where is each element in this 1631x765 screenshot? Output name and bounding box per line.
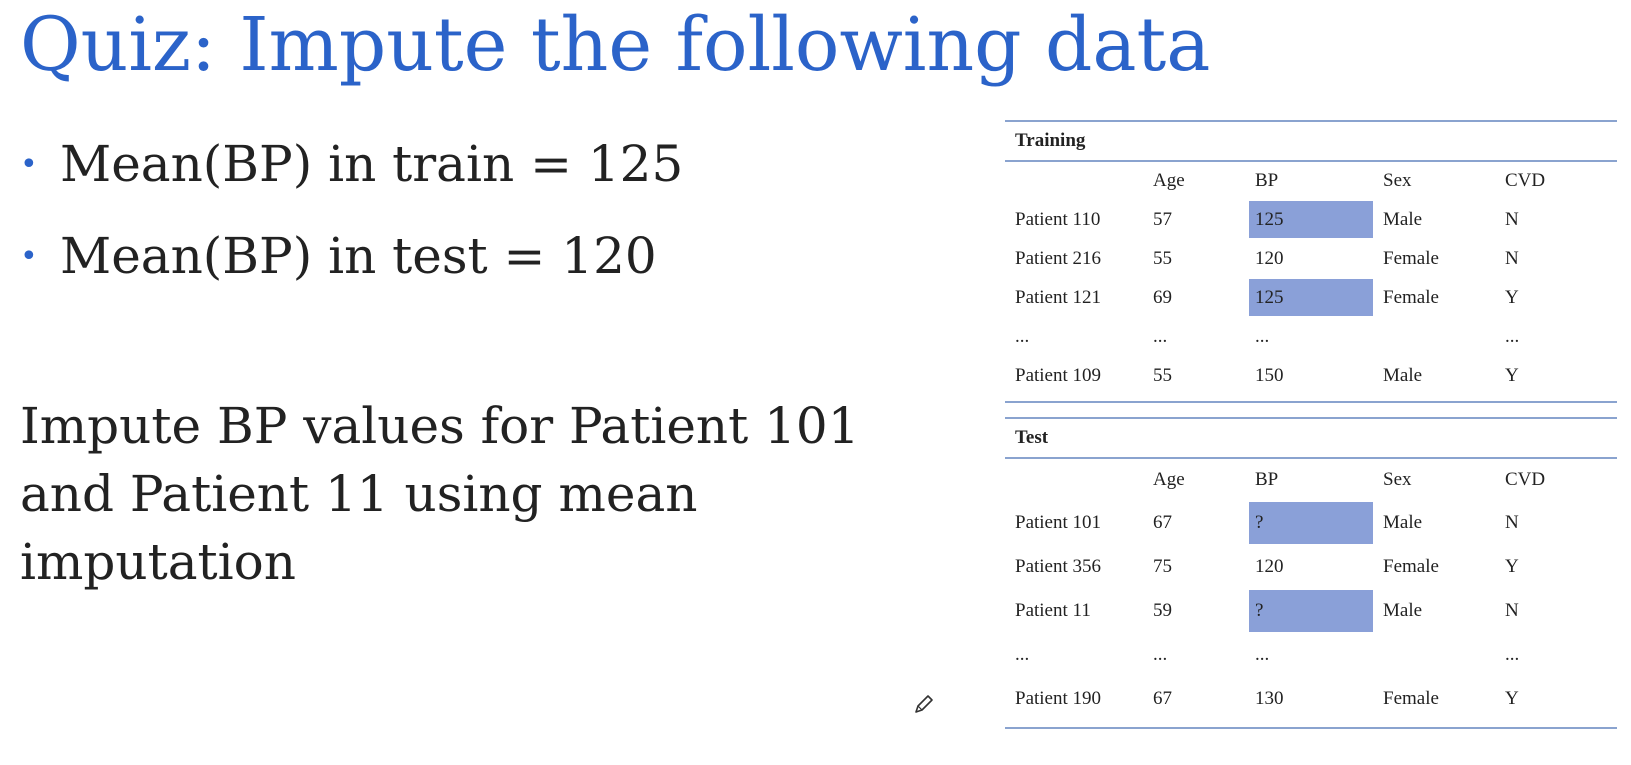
table-cell: Y xyxy=(1505,287,1519,308)
bp-cell: 130 xyxy=(1255,688,1284,709)
table-cell: Y xyxy=(1505,556,1519,577)
bullet-dot-icon: • xyxy=(20,146,38,182)
table-cell: 57 xyxy=(1153,209,1172,230)
table-cell: ... xyxy=(1153,326,1168,347)
training-table: Age BP Sex CVD Patient 110 57 125 Male N Patient … xyxy=(1005,162,1617,395)
column-header: CVD xyxy=(1505,170,1546,191)
column-header: CVD xyxy=(1505,469,1546,490)
table-cell: Patient 101 xyxy=(1015,512,1102,533)
column-header: BP xyxy=(1255,170,1279,191)
bp-cell: 150 xyxy=(1255,365,1284,386)
table-header-row: Age BP Sex CVD xyxy=(1005,162,1617,200)
table-rule xyxy=(1005,727,1617,729)
question-text: Impute BP values for Patient 101 and Pat… xyxy=(20,397,860,591)
table-rule xyxy=(1005,160,1617,162)
bullet-list: • Mean(BP) in train = 125 • Mean(BP) in … xyxy=(20,118,683,302)
bp-cell: 120 xyxy=(1255,556,1284,577)
test-table: Age BP Sex CVD Patient 101 67? Male N Patient 35… xyxy=(1005,459,1617,721)
table-row: Patient 101 67? Male N xyxy=(1005,501,1617,545)
table-cell: 55 xyxy=(1153,248,1172,269)
bullet-dot-icon: • xyxy=(20,238,38,274)
column-header: Sex xyxy=(1383,469,1412,490)
table-cell: Patient 190 xyxy=(1015,688,1102,709)
bp-cell: 125 xyxy=(1249,279,1373,316)
table-cell: Y xyxy=(1505,365,1519,386)
slide-title: Quiz: Impute the following data xyxy=(20,2,1211,88)
table-row: Patient 109 55 150 Male Y xyxy=(1005,356,1617,395)
column-header: Age xyxy=(1153,469,1185,490)
table-cell: Female xyxy=(1383,556,1439,577)
table-cell: 67 xyxy=(1153,512,1172,533)
table-cell: 75 xyxy=(1153,556,1172,577)
table-cell: N xyxy=(1505,600,1519,621)
table-cell: N xyxy=(1505,209,1519,230)
table-cell: 59 xyxy=(1153,600,1172,621)
table-cell: Patient 11 xyxy=(1015,600,1091,621)
column-header: Sex xyxy=(1383,170,1412,191)
table-cell: ... xyxy=(1505,644,1520,665)
table-cell: 69 xyxy=(1153,287,1172,308)
table-cell: Female xyxy=(1383,688,1439,709)
bp-cell: ... xyxy=(1255,644,1270,665)
training-table-heading: Training xyxy=(1015,130,1086,151)
table-cell: Male xyxy=(1383,365,1423,386)
table-row: ............ xyxy=(1005,317,1617,356)
table-row: Patient 110 57 125 Male N xyxy=(1005,200,1617,239)
table-cell: Patient 109 xyxy=(1015,365,1102,386)
table-row: ............ xyxy=(1005,633,1617,677)
table-cell: ... xyxy=(1505,326,1520,347)
table-rule xyxy=(1005,120,1617,122)
table-cell: Patient 110 xyxy=(1015,209,1101,230)
table-row: Patient 11 59? Male N xyxy=(1005,589,1617,633)
bullet-text: Mean(BP) in train = 125 xyxy=(60,135,684,193)
table-cell: N xyxy=(1505,512,1519,533)
table-cell: 55 xyxy=(1153,365,1172,386)
table-cell: Patient 121 xyxy=(1015,287,1102,308)
table-cell: Patient 216 xyxy=(1015,248,1102,269)
bp-cell: ? xyxy=(1249,502,1373,544)
data-tables: Training Age BP Sex CVD Patient 110 57 125 Male… xyxy=(1005,120,1617,729)
bp-cell: ... xyxy=(1255,326,1270,347)
table-cell: Patient 356 xyxy=(1015,556,1102,577)
bp-cell: 125 xyxy=(1249,201,1373,238)
table-row: Patient 190 67 130 Female Y xyxy=(1005,677,1617,721)
table-cell: ... xyxy=(1015,326,1030,347)
table-header-row: Age BP Sex CVD xyxy=(1005,459,1617,501)
table-cell: Male xyxy=(1383,512,1423,533)
bullet-item: • Mean(BP) in test = 120 xyxy=(20,210,683,302)
table-rule xyxy=(1005,417,1617,419)
table-cell: N xyxy=(1505,248,1519,269)
pencil-icon[interactable] xyxy=(912,692,936,716)
bp-cell: ? xyxy=(1249,590,1373,632)
bp-cell: 120 xyxy=(1255,248,1284,269)
table-row: Patient 121 69 125 Female Y xyxy=(1005,278,1617,317)
table-cell: Female xyxy=(1383,287,1439,308)
bullet-text: Mean(BP) in test = 120 xyxy=(60,227,657,285)
table-cell: Male xyxy=(1383,209,1423,230)
table-rule xyxy=(1005,457,1617,459)
table-cell: ... xyxy=(1015,644,1030,665)
column-header: BP xyxy=(1255,469,1279,490)
table-row: Patient 356 75 120 Female Y xyxy=(1005,545,1617,589)
table-cell: 67 xyxy=(1153,688,1172,709)
column-header: Age xyxy=(1153,170,1185,191)
table-cell: Y xyxy=(1505,688,1519,709)
table-cell: Female xyxy=(1383,248,1439,269)
table-cell: Male xyxy=(1383,600,1423,621)
bullet-item: • Mean(BP) in train = 125 xyxy=(20,118,683,210)
table-rule xyxy=(1005,401,1617,403)
table-row: Patient 216 55 120 Female N xyxy=(1005,239,1617,278)
test-table-heading: Test xyxy=(1015,427,1049,448)
table-cell: ... xyxy=(1153,644,1168,665)
